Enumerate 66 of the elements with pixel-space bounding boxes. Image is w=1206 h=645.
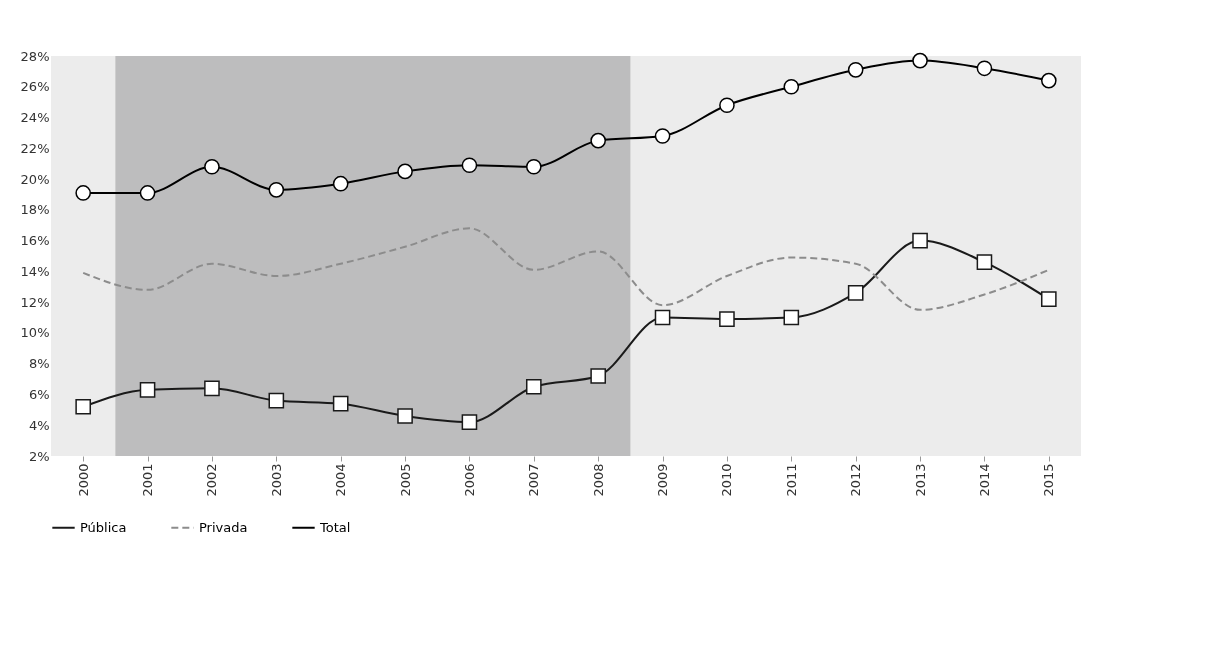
point [332, 175, 349, 192]
x-tick-label: 2015 [1041, 463, 1057, 497]
point [590, 132, 607, 149]
point [912, 52, 928, 69]
x-tick-label: 2012 [848, 463, 864, 497]
x-tick-label: 2010 [719, 463, 735, 497]
y-tick-label: 24% [20, 110, 50, 126]
point [783, 309, 800, 326]
x-tick-label: 2004 [333, 463, 349, 497]
y-tick-label: 10% [20, 325, 50, 341]
point [525, 378, 542, 395]
x-tick-label: 2002 [204, 463, 220, 497]
point [75, 185, 92, 201]
y-tick-label: 14% [20, 263, 50, 279]
y-tick-label: 4% [28, 417, 50, 433]
point [654, 309, 671, 326]
line-series [82, 227, 1050, 311]
point [397, 163, 413, 180]
x-tick-label: 2011 [783, 463, 799, 497]
x-tick-label: 2013 [912, 463, 928, 497]
x-tick-label: 2001 [140, 463, 156, 497]
x-tick-label: 2008 [590, 463, 606, 497]
y-tick-label: 6% [28, 386, 50, 402]
point [268, 182, 285, 198]
y-tick-label: 26% [20, 79, 50, 95]
y-tick-label: 2% [28, 448, 50, 464]
point [783, 78, 800, 95]
point [525, 158, 542, 175]
y-tick-label: 16% [20, 233, 50, 249]
point [139, 185, 156, 201]
point [976, 60, 993, 77]
point [976, 254, 993, 270]
point [332, 395, 349, 412]
y-tick-label: 12% [20, 294, 50, 310]
point [268, 392, 285, 409]
point [461, 157, 478, 174]
point [912, 232, 928, 249]
point [654, 128, 671, 144]
x-tick-label: 2014 [976, 463, 992, 497]
legend-label: Pública [80, 519, 127, 535]
point [847, 285, 864, 301]
point [139, 382, 156, 398]
point [204, 380, 220, 397]
y-tick-label: 28% [20, 48, 50, 64]
point [397, 408, 413, 424]
point [75, 398, 92, 415]
y-tick-label: 8% [28, 356, 50, 372]
y-tick-label: 18% [20, 202, 50, 218]
legend-label: Privada [199, 519, 248, 535]
point [719, 97, 735, 114]
point [461, 414, 478, 430]
point [204, 158, 220, 175]
x-tick-label: 2007 [526, 463, 542, 497]
x-tick-label: 2009 [655, 463, 671, 497]
point [1040, 72, 1057, 89]
x-tick-label: 2006 [461, 463, 477, 497]
point [847, 62, 864, 78]
x-tick-label: 2005 [397, 463, 413, 497]
y-tick-label: 20% [20, 171, 50, 187]
y-tick-label: 22% [20, 140, 50, 156]
x-tick-label: 2003 [268, 463, 284, 497]
point [1040, 291, 1057, 307]
point [590, 368, 607, 384]
x-tick-label: 2000 [75, 463, 91, 497]
legend-label: Total [319, 519, 351, 535]
point [719, 311, 735, 327]
